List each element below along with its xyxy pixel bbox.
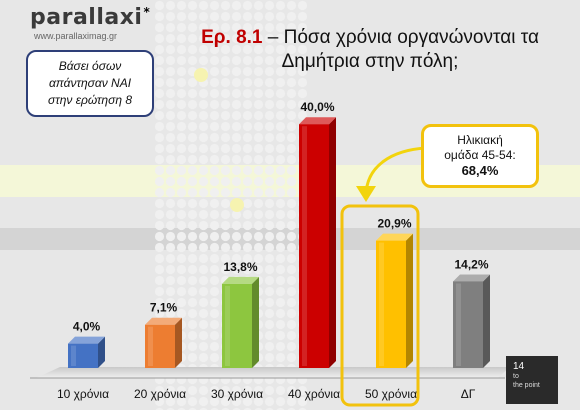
bar-10-χρόνια <box>68 336 105 368</box>
bar-20-χρόνια <box>145 317 182 368</box>
value-label-20-χρόνια: 7,1% <box>150 301 178 315</box>
category-label-50-χρόνια: 50 χρόνια <box>365 387 417 401</box>
tothepoint-badge: 14 to the point <box>506 356 558 404</box>
background-yellow-dot-mid <box>230 198 244 212</box>
bar-side-30-χρόνια <box>252 276 259 368</box>
base-note-line-3: στην ερώτηση 8 <box>47 93 132 107</box>
base-note-line-2: απάντησαν ΝΑΙ <box>48 76 132 90</box>
category-label-20-χρόνια: 20 χρόνια <box>134 387 186 401</box>
title-line-1: Πόσα χρόνια οργανώνονται τα <box>283 27 539 48</box>
category-label-30-χρόνια: 30 χρόνια <box>211 387 263 401</box>
bar-δγ <box>453 274 490 368</box>
bar-shine-50-χρόνια <box>379 242 384 366</box>
badge-brand-line-1: to <box>513 373 519 380</box>
chart-title: Ερ. 8.1 – Πόσα χρόνια οργανώνονται τα Δη… <box>180 26 560 74</box>
value-label-δγ: 14,2% <box>454 257 488 271</box>
bar-top-10-χρόνια <box>68 336 105 344</box>
page-number: 14 <box>513 361 525 372</box>
callout-line-1: Ηλικιακή <box>457 133 503 147</box>
chart-floor <box>36 367 510 378</box>
parallaxi-logo: parallaxi* <box>30 5 150 30</box>
value-label-40-χρόνια: 40,0% <box>300 100 334 114</box>
bar-top-50-χρόνια <box>376 233 413 241</box>
logo-text: parallaxi <box>30 5 143 30</box>
bar-shine-δγ <box>456 283 461 366</box>
value-label-10-χρόνια: 4,0% <box>73 320 101 334</box>
callout-value: 68,4% <box>461 163 499 178</box>
value-label-30-χρόνια: 13,8% <box>223 260 257 274</box>
title-question-number: Ερ. 8.1 <box>201 27 263 48</box>
callout-line-2: ομάδα 45-54: <box>444 148 516 162</box>
value-label-50-χρόνια: 20,9% <box>377 217 411 231</box>
value-labels-layer: 4,0% 7,1% 13,8% 40,0% 20,9% 14,2% <box>73 100 489 333</box>
bar-50-χρόνια <box>376 233 413 368</box>
bar-shine-30-χρόνια <box>225 285 230 366</box>
bar-30-χρόνια <box>222 276 259 368</box>
age-group-callout: Ηλικιακή ομάδα 45-54: 68,4% <box>421 124 539 188</box>
logo-star-icon: * <box>143 5 151 19</box>
logo-url: www.parallaximag.gr <box>34 31 118 41</box>
bar-shine-20-χρόνια <box>148 326 153 366</box>
category-labels-layer: 10 χρόνια 20 χρόνια 30 χρόνια 40 χρόνια 50 χ… <box>57 387 476 401</box>
bar-top-δγ <box>453 274 490 282</box>
bar-side-10-χρόνια <box>98 336 105 368</box>
bar-side-50-χρόνια <box>406 233 413 368</box>
category-label-δγ: ΔΓ <box>461 387 476 401</box>
bar-side-40-χρόνια <box>329 117 336 368</box>
title-dash: – <box>262 27 284 48</box>
base-note-box: Βάσει όσων απάντησαν ΝΑΙ στην ερώτηση 8 <box>26 50 154 117</box>
bar-shine-40-χρόνια <box>302 126 307 366</box>
title-line-2: Δημήτρια στην πόλη; <box>281 51 459 72</box>
bar-top-20-χρόνια <box>145 317 182 325</box>
bars-layer <box>68 117 490 368</box>
category-label-40-χρόνια: 40 χρόνια <box>288 387 340 401</box>
bar-top-30-χρόνια <box>222 276 259 284</box>
background-yellow-dot-top <box>194 68 208 82</box>
bar-shine-10-χρόνια <box>71 345 76 366</box>
bar-top-40-χρόνια <box>299 117 336 125</box>
badge-brand-line-2: the point <box>513 382 540 389</box>
category-label-10-χρόνια: 10 χρόνια <box>57 387 109 401</box>
bar-40-χρόνια <box>299 117 336 368</box>
callout-arrow-head <box>356 186 376 202</box>
bar-side-δγ <box>483 274 490 368</box>
base-note-line-1: Βάσει όσων <box>58 59 122 73</box>
highlight-frame <box>340 204 420 407</box>
bar-side-20-χρόνια <box>175 317 182 368</box>
